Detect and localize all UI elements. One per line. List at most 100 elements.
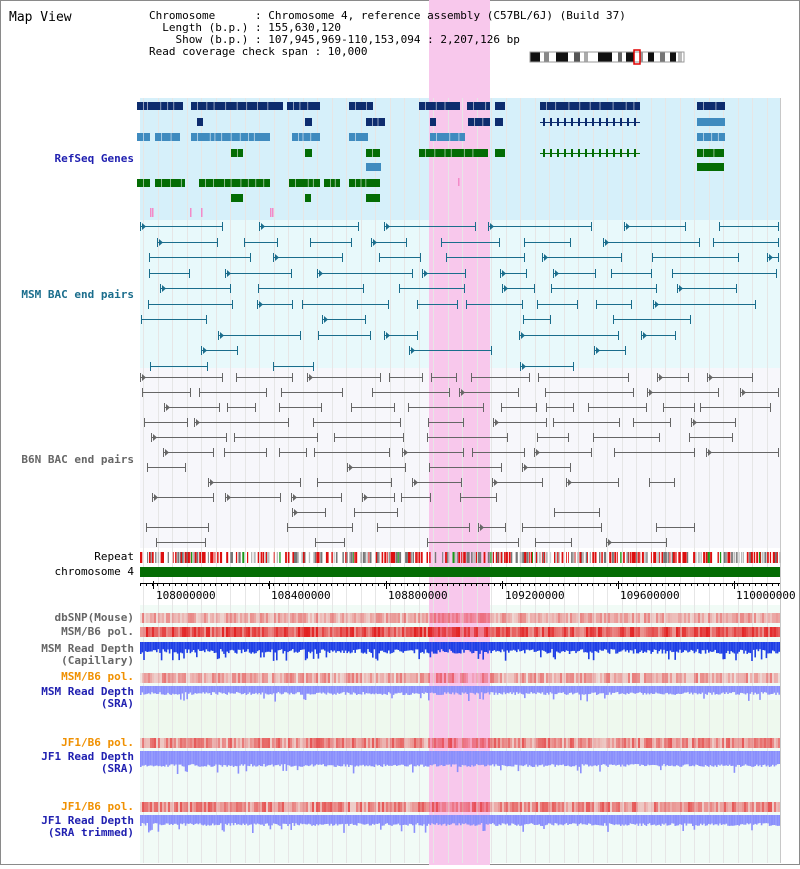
- read-depth-bar: [773, 815, 776, 825]
- track-label-dbsnp[interactable]: dbSNP(Mouse): [54, 611, 134, 624]
- read-depth-bar: [624, 751, 627, 767]
- polymorphism-cell: [554, 673, 556, 683]
- polymorphism-cell: [516, 738, 518, 748]
- read-depth-bar: [223, 686, 225, 693]
- track-label-b6n-bac[interactable]: B6N BAC end pairs: [21, 453, 134, 466]
- read-depth-bar: [525, 642, 528, 650]
- read-depth-bar: [378, 751, 380, 765]
- polymorphism-cell: [566, 673, 568, 683]
- repeat-mark: [148, 552, 151, 563]
- read-depth-bar: [328, 751, 331, 766]
- read-depth-bar: [623, 642, 625, 650]
- polymorphism-cell: [406, 802, 408, 812]
- polymorphism-cell: [556, 627, 558, 637]
- repeat-mark: [641, 552, 644, 563]
- polymorphism-cell: [686, 738, 688, 748]
- read-depth-bar: [261, 815, 264, 825]
- track-label-msm-bac[interactable]: MSM BAC end pairs: [21, 288, 134, 301]
- polymorphism-cell: [398, 613, 400, 623]
- track-label-jf1-pol[interactable]: JF1/B6 pol.: [61, 736, 134, 749]
- track-label-jf1-pol-trim[interactable]: JF1/B6 pol.: [61, 800, 134, 813]
- polymorphism-cell: [626, 673, 628, 683]
- read-depth-bar: [754, 751, 756, 766]
- polymorphism-cell: [528, 627, 530, 637]
- read-depth-bar: [687, 815, 689, 824]
- read-depth-bar: [706, 686, 708, 695]
- read-depth-bar: [285, 686, 288, 693]
- read-depth-bar: [461, 815, 464, 824]
- read-depth-bar: [671, 751, 673, 766]
- track-label-refseq[interactable]: RefSeq Genes: [54, 152, 134, 165]
- polymorphism-cell: [542, 738, 544, 748]
- polymorphism-cell: [718, 738, 720, 748]
- polymorphism-cell: [306, 802, 308, 812]
- polymorphism-cell: [252, 673, 254, 683]
- polymorphism-cell: [670, 802, 672, 812]
- repeat-mark: [515, 552, 518, 563]
- read-depth-bar: [416, 642, 419, 650]
- repeat-mark: [303, 552, 305, 563]
- polymorphism-cell: [682, 613, 684, 623]
- polymorphism-cell: [320, 738, 322, 748]
- track-label-msm-b6-pol-sra[interactable]: MSM/B6 pol.: [61, 670, 134, 683]
- polymorphism-cell: [382, 627, 384, 637]
- read-depth-bar: [380, 815, 382, 830]
- read-depth-bar: [296, 686, 299, 693]
- read-depth-bar: [354, 751, 356, 767]
- polymorphism-cell: [190, 673, 192, 683]
- polymorphism-cell: [626, 738, 628, 748]
- polymorphism-cell: [278, 802, 280, 812]
- read-depth-bar: [743, 686, 745, 694]
- polymorphism-cell: [264, 738, 266, 748]
- polymorphism-cell: [480, 673, 482, 683]
- read-depth-bar: [282, 815, 284, 824]
- polymorphism-cell: [338, 613, 340, 623]
- read-depth-bar: [212, 815, 214, 824]
- read-depth-bar: [216, 815, 219, 826]
- repeat-mark: [242, 552, 245, 563]
- read-depth-bar: [168, 686, 171, 695]
- polymorphism-cell: [652, 673, 654, 683]
- polymorphism-cell: [488, 802, 490, 812]
- read-depth-bar: [160, 686, 163, 695]
- polymorphism-cell: [296, 613, 298, 623]
- read-depth-bar: [495, 686, 497, 693]
- polymorphism-cell: [142, 673, 144, 683]
- read-depth-bar: [314, 686, 316, 695]
- read-depth-bar: [370, 815, 372, 826]
- read-depth-bar: [661, 751, 664, 766]
- track-label-msm-b6-pol[interactable]: MSM/B6 pol.: [61, 625, 134, 638]
- read-depth-bar: [204, 751, 206, 767]
- read-depth-bar: [357, 642, 360, 650]
- read-depth-bar: [738, 642, 740, 652]
- track-label-repeat[interactable]: Repeat: [94, 550, 134, 563]
- polymorphism-cell: [222, 802, 224, 812]
- polymorphism-cell: [188, 802, 190, 812]
- read-depth-bar: [460, 642, 462, 654]
- gene-exon: [305, 194, 311, 202]
- gene-exon: [697, 118, 725, 126]
- track-label-msm-depth-capillary[interactable]: MSM Read Depth (Capillary): [4, 643, 134, 667]
- read-depth-bar: [282, 686, 284, 694]
- read-depth-bar: [592, 815, 595, 826]
- polymorphism-cell: [374, 802, 376, 812]
- repeat-mark: [731, 552, 733, 563]
- read-depth-bar: [764, 686, 766, 693]
- read-depth-bar: [770, 815, 772, 826]
- read-depth-bar: [404, 751, 406, 767]
- track-label-msm-depth-sra[interactable]: MSM Read Depth (SRA): [4, 686, 134, 710]
- polymorphism-cell: [412, 673, 414, 683]
- gene-exon: [289, 179, 320, 187]
- track-label-jf1-depth-trimmed[interactable]: JF1 Read Depth (SRA trimmed): [4, 815, 134, 839]
- polymorphism-cell: [418, 738, 420, 748]
- track-label-jf1-depth[interactable]: JF1 Read Depth (SRA): [4, 751, 134, 775]
- read-depth-bar: [172, 751, 174, 765]
- read-depth-bar: [509, 815, 512, 826]
- read-depth-bar: [448, 686, 451, 694]
- read-depth-bar: [431, 686, 433, 693]
- repeat-mark: [526, 552, 529, 563]
- read-depth-bar: [189, 686, 192, 693]
- repeat-mark: [663, 552, 666, 563]
